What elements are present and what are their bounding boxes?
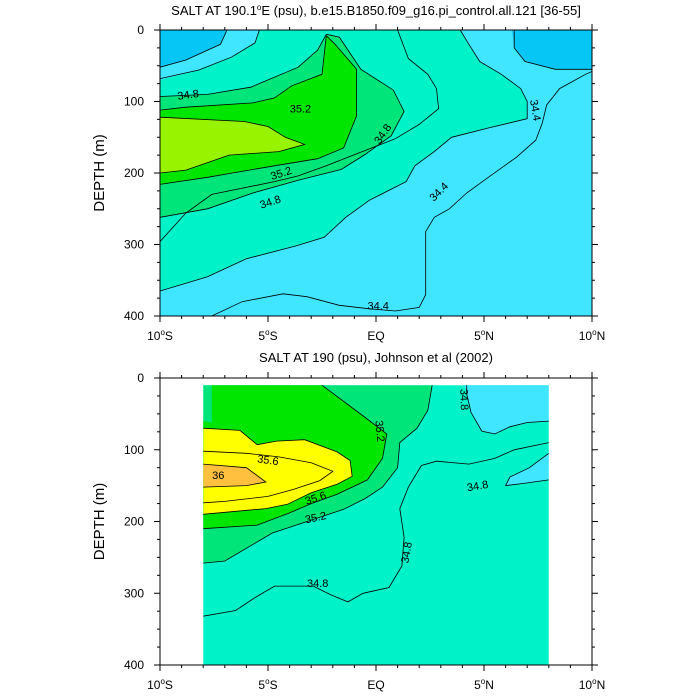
y-tick-label: 0 <box>137 371 144 385</box>
filled-region <box>203 464 266 488</box>
contour-line <box>466 385 549 435</box>
y-tick-label: 400 <box>124 309 144 323</box>
contour-label-text: 34.8 <box>399 541 415 564</box>
filled-region <box>203 428 353 515</box>
contour-line <box>203 385 388 530</box>
contour-label: 34.8 <box>457 389 470 411</box>
x-tick-label: EQ <box>367 329 384 343</box>
y-tick-label: 0 <box>137 23 144 37</box>
filled-region <box>160 30 227 68</box>
filled-region <box>464 385 549 434</box>
contour-field: 34.835.234.834.435.234.434.834.4 <box>160 30 592 316</box>
contour-label: 34.8 <box>177 88 200 103</box>
x-tick-label: 10oN <box>579 328 605 343</box>
contour-label-text: 34.8 <box>457 389 470 411</box>
contour-label-text: 34.8 <box>466 479 489 495</box>
contour-label-text: 34.4 <box>527 99 543 122</box>
contour-label: 34.8 <box>399 541 415 564</box>
chart-title: SALT AT 190.1oE (psu), b.e15.B1850.f09_g… <box>171 3 581 18</box>
contour-line <box>160 30 528 292</box>
contour-label-text: 35.2 <box>290 104 311 116</box>
y-tick-label: 200 <box>124 166 144 180</box>
contour-line <box>160 116 307 174</box>
y-axis-label: DEPTH (m) <box>91 483 108 561</box>
y-tick-label: 400 <box>124 658 144 672</box>
contour-label-text: 36 <box>212 470 224 482</box>
contour-label-text: 34.8 <box>307 578 328 590</box>
chart-title: SALT AT 190 (psu), Johnson et al (2002) <box>259 350 493 365</box>
x-tick-label: 5oN <box>474 677 494 692</box>
contour-line <box>203 463 267 488</box>
contour-label: 34.4 <box>367 300 388 312</box>
contour-label: 35.6 <box>256 453 279 468</box>
contour-label-text: 34.8 <box>177 88 200 103</box>
contour-line <box>160 34 327 97</box>
x-tick-label: EQ <box>367 678 384 692</box>
y-tick-label: 100 <box>124 95 144 109</box>
contour-line <box>160 35 358 185</box>
chart-model: 34.835.234.834.435.234.434.834.401002003… <box>91 3 605 343</box>
contour-line <box>504 452 549 487</box>
contour-line <box>160 30 228 68</box>
filled-region <box>512 30 592 70</box>
contour-label: 34.8 <box>307 578 328 590</box>
contour-label: 35.2 <box>372 420 386 442</box>
contour-label-text: 35.2 <box>372 420 386 442</box>
x-tick-label: 10oN <box>579 677 605 692</box>
x-tick-label: 5oS <box>258 677 277 692</box>
contour-label: 35.2 <box>290 104 311 116</box>
contour-label-text: 34.4 <box>367 300 388 312</box>
contour-label: 35.2 <box>304 510 327 526</box>
chart-observed: 34.835.235.63635.634.835.234.834.8010020… <box>91 350 605 692</box>
x-tick-label: 10oS <box>147 328 173 343</box>
contour-line <box>211 71 592 316</box>
x-tick-label: 10oS <box>147 677 173 692</box>
x-tick-label: 5oS <box>258 328 277 343</box>
contour-label: 34.8 <box>466 479 489 495</box>
contour-line <box>160 35 327 111</box>
contour-label-text: 35.2 <box>304 510 327 526</box>
y-tick-label: 300 <box>124 586 144 600</box>
contour-line <box>160 30 440 242</box>
contour-line <box>513 30 592 70</box>
y-axis-label: DEPTH (m) <box>91 134 108 212</box>
contour-line <box>203 450 334 504</box>
y-tick-label: 100 <box>124 443 144 457</box>
contour-label: 34.4 <box>527 99 543 122</box>
y-tick-label: 200 <box>124 515 144 529</box>
x-tick-label: 5oN <box>474 328 494 343</box>
contour-label: 36 <box>212 470 224 482</box>
contour-line <box>203 385 433 564</box>
contour-label-text: 35.6 <box>256 453 279 468</box>
y-tick-label: 300 <box>124 238 144 252</box>
filled-region <box>160 117 305 173</box>
contour-line <box>203 427 353 515</box>
contour-line <box>203 442 549 617</box>
contour-line <box>160 30 260 79</box>
